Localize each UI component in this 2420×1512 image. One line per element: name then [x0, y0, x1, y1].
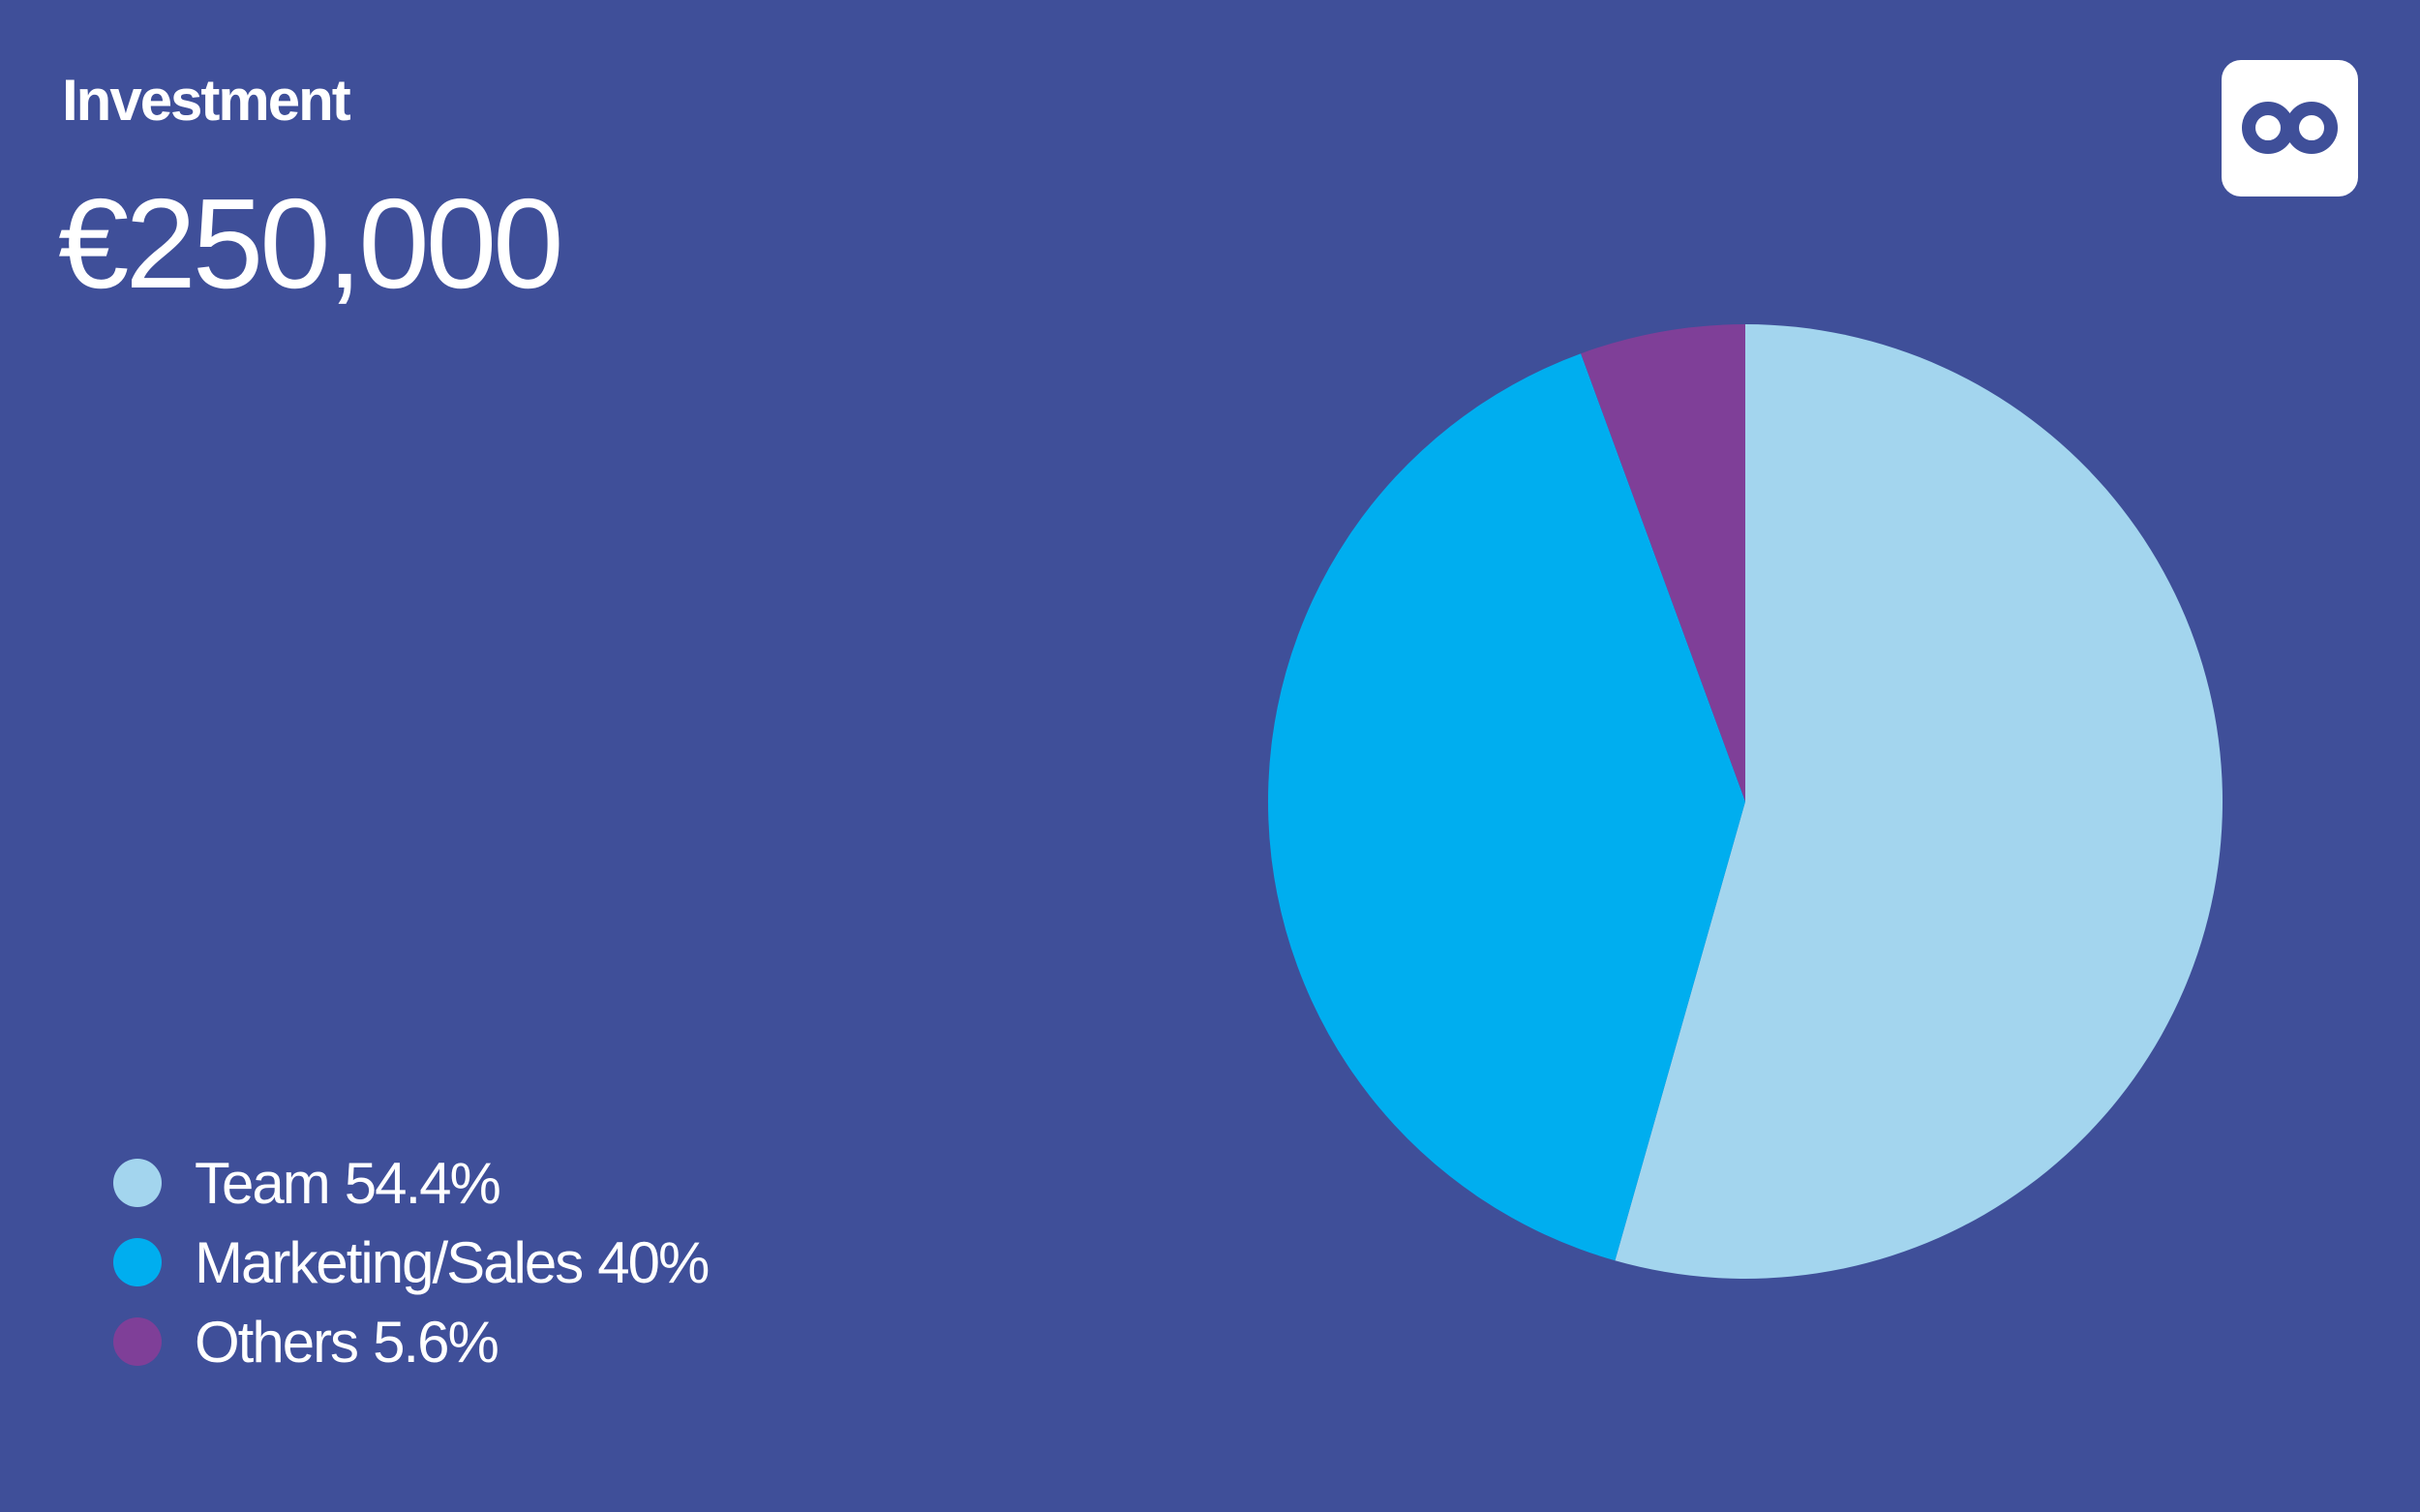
- legend-value: 40%: [597, 1230, 709, 1295]
- pie-slice: [1615, 324, 2223, 1279]
- pie-slice: [1268, 353, 1745, 1261]
- legend-value: 5.6%: [373, 1310, 498, 1375]
- pie-slice: [1581, 324, 1745, 801]
- legend-swatch: [113, 1317, 162, 1366]
- logo[interactable]: [2222, 60, 2358, 197]
- legend-name: Others: [195, 1310, 357, 1375]
- legend-name: Team: [195, 1151, 329, 1216]
- chart-title: Investment: [62, 68, 351, 133]
- legend-swatch: [113, 1238, 162, 1286]
- legend-label: Marketing/Sales 40%: [195, 1230, 709, 1295]
- legend-label: Team 54.4%: [195, 1151, 499, 1216]
- legend-name: Marketing/Sales: [195, 1230, 582, 1295]
- legend-value: 54.4%: [345, 1151, 500, 1216]
- logo-ring: [2285, 102, 2338, 154]
- chart-subtitle: €250,000: [58, 172, 560, 315]
- legend-swatch: [113, 1159, 162, 1207]
- legend-label: Others 5.6%: [195, 1310, 498, 1375]
